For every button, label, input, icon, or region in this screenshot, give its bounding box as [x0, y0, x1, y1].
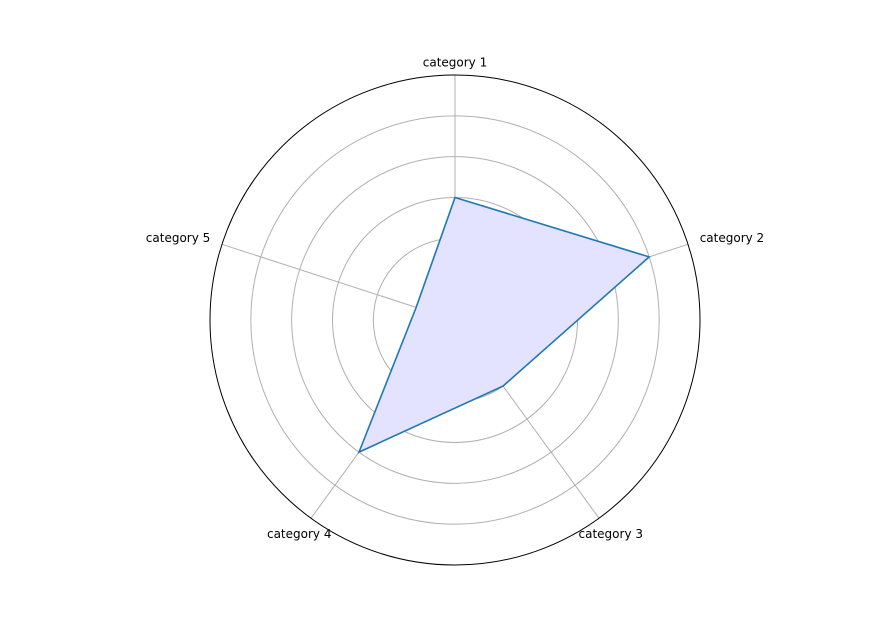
category-label-4: category 4 [267, 527, 331, 541]
data-layer [359, 197, 649, 452]
category-label-2: category 2 [700, 231, 764, 245]
category-label-5: category 5 [146, 231, 210, 245]
category-label-3: category 3 [579, 527, 643, 541]
series-fill-area [359, 198, 649, 453]
category-label-1: category 1 [423, 56, 487, 70]
